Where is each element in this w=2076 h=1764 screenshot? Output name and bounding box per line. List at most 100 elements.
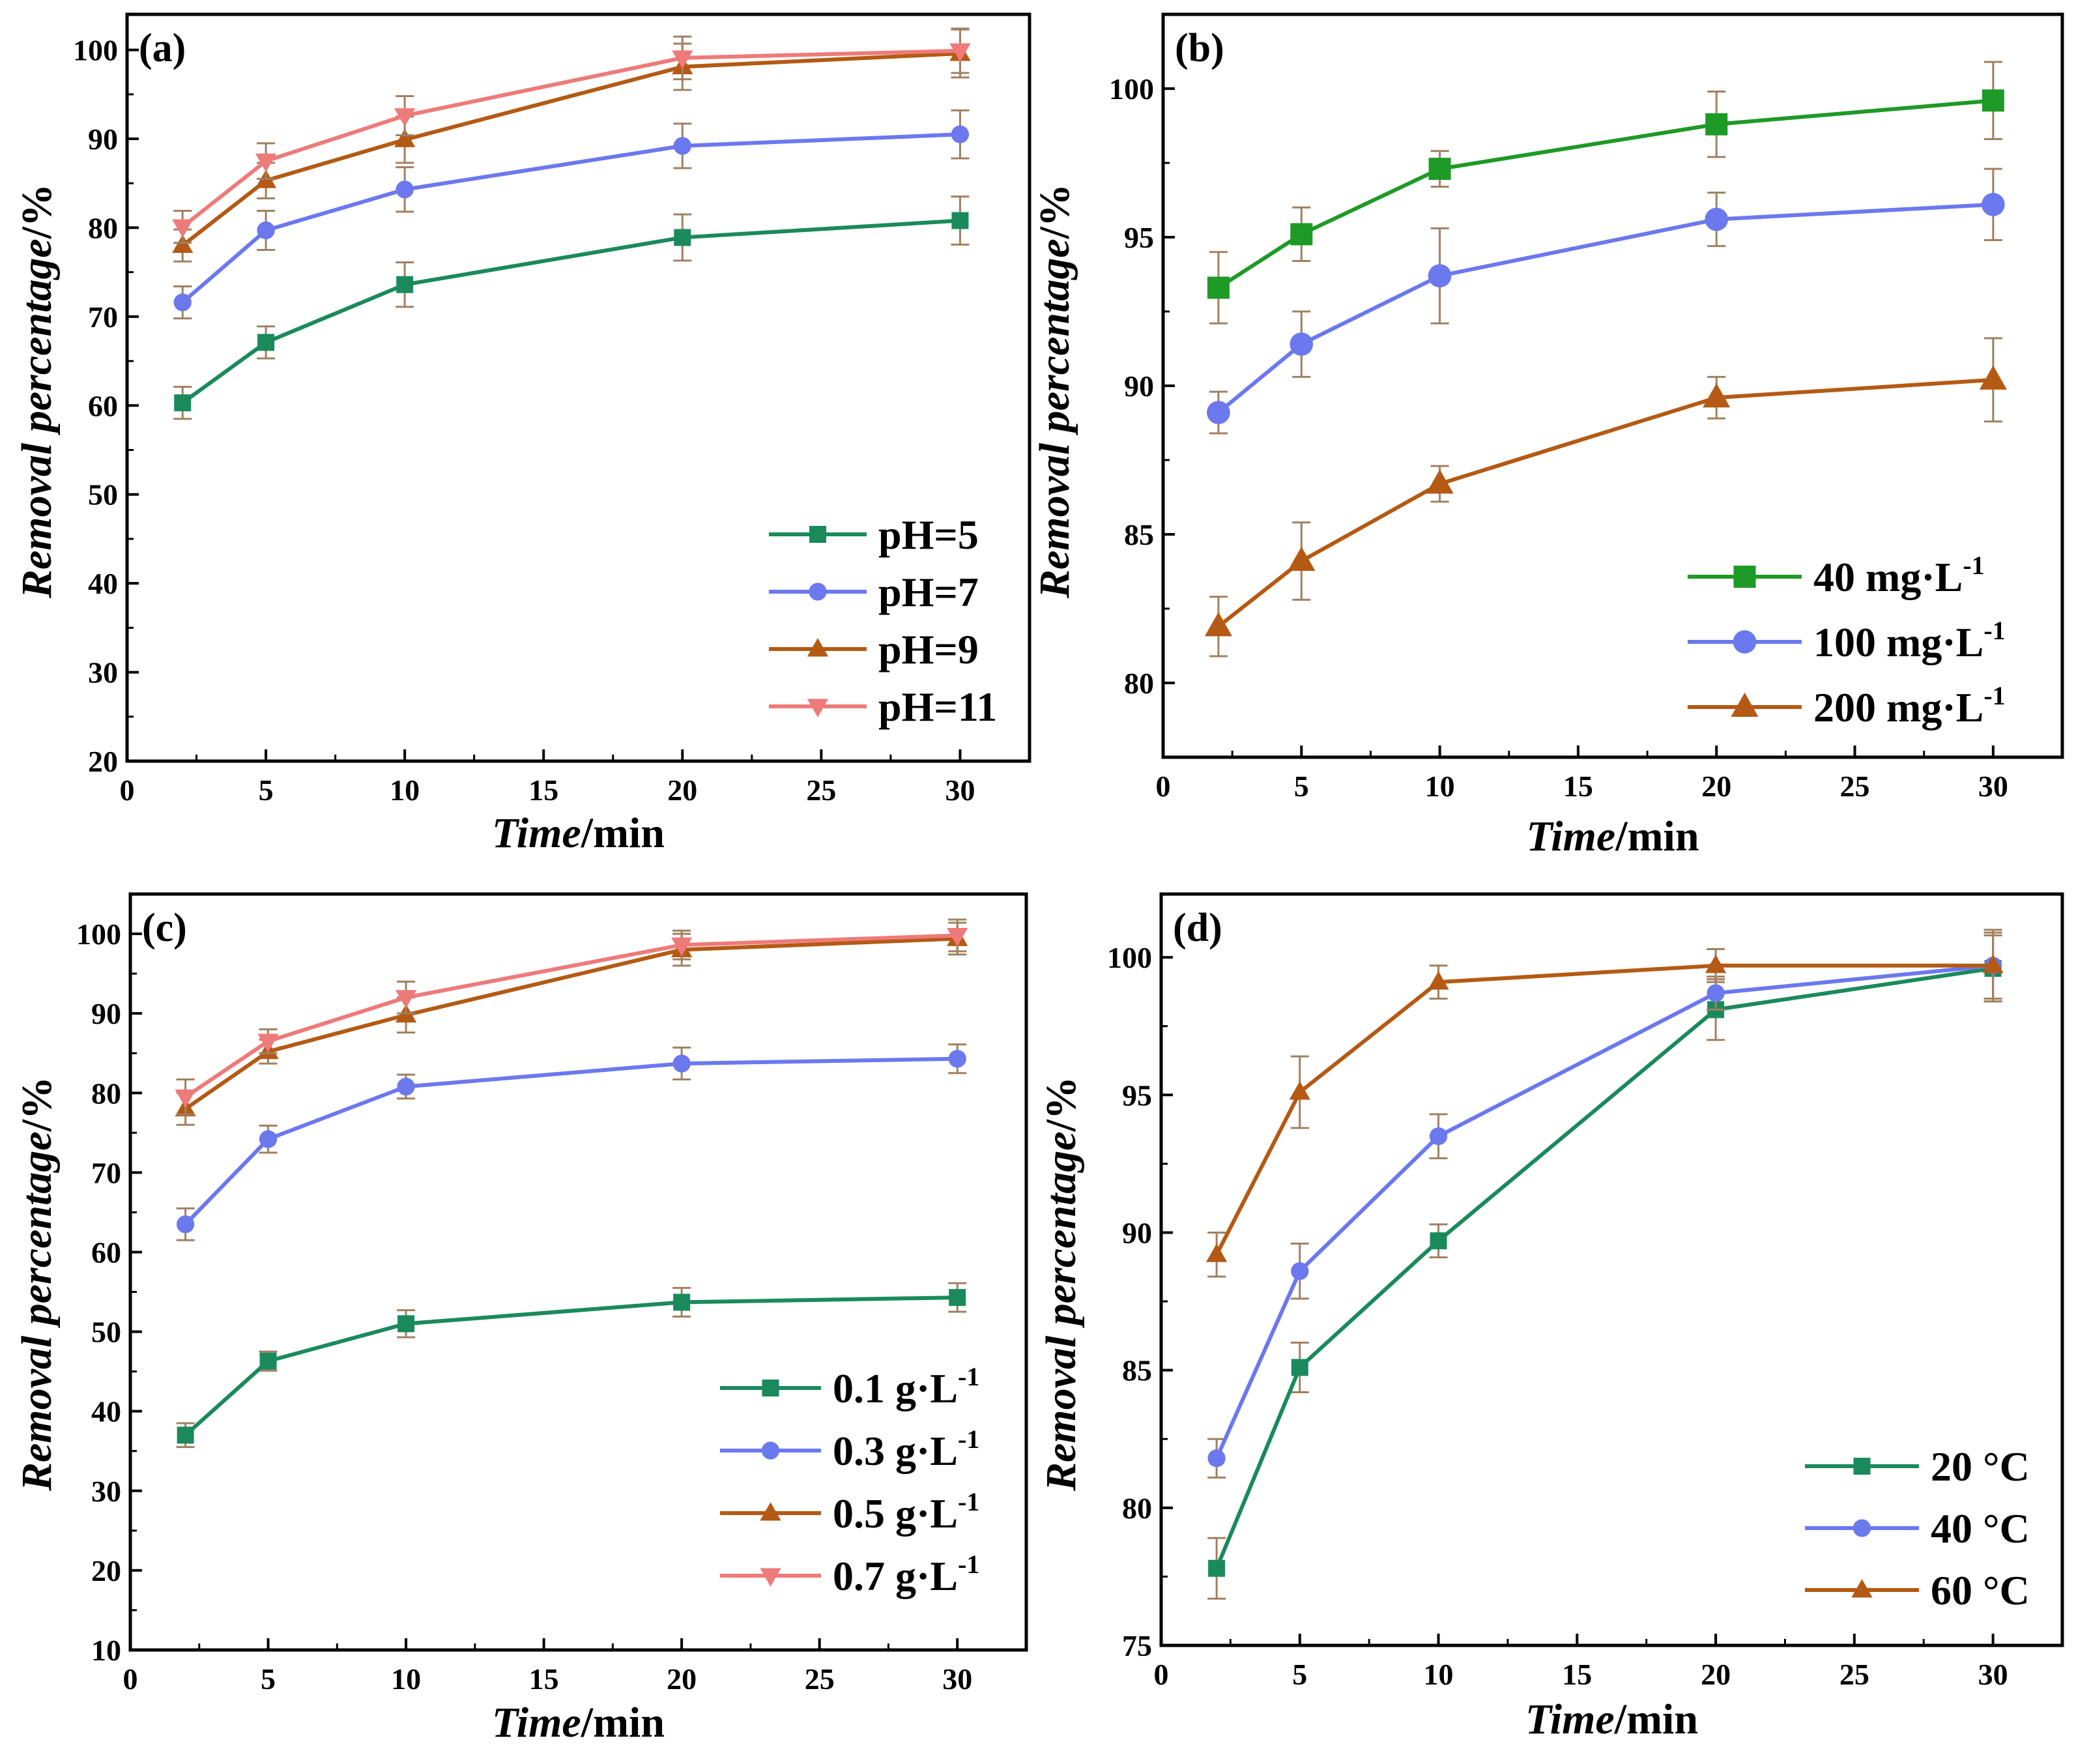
x-tick-label: 25 — [805, 1662, 835, 1696]
legend-label-main: 40 mg·L — [1813, 554, 1963, 600]
legend-label: 0.7 g·L-1 — [833, 1550, 979, 1599]
legend-label-main: pH=9 — [878, 626, 979, 672]
data-point — [255, 153, 277, 173]
y-tick-label: 40 — [88, 567, 118, 600]
data-point — [1428, 158, 1451, 181]
x-axis-label-unit: /min — [581, 809, 665, 857]
x-tick-label: 5 — [1294, 770, 1309, 803]
data-point — [1207, 401, 1230, 424]
y-tick-label: 80 — [88, 211, 118, 244]
data-point — [1291, 1262, 1309, 1280]
data-point — [672, 1054, 691, 1073]
data-point — [673, 1294, 691, 1311]
data-point — [1288, 546, 1316, 571]
x-axis-label-unit: /min — [1615, 813, 1699, 860]
data-point — [1430, 1232, 1447, 1250]
data-point — [1705, 113, 1728, 136]
legend-marker — [1853, 1458, 1871, 1475]
data-point — [1207, 276, 1230, 299]
legend-label-sup: -1 — [958, 1487, 979, 1516]
legend-marker — [760, 1568, 781, 1587]
legend-marker — [1733, 566, 1756, 588]
y-tick-label: 85 — [1124, 518, 1154, 551]
data-point — [1429, 1127, 1448, 1146]
data-point — [948, 1050, 966, 1068]
legend-label-sup: -1 — [1983, 616, 2005, 645]
x-tick-label: 15 — [529, 1662, 559, 1696]
x-tick-label: 30 — [1978, 1658, 2008, 1691]
x-axis-label-unit: /min — [581, 1699, 665, 1746]
data-point — [673, 137, 691, 155]
series-2 — [176, 1043, 967, 1241]
series-1 — [1207, 61, 2004, 325]
y-tick-label: 75 — [1122, 1629, 1152, 1662]
legend-label-main: 0.1 g·L — [833, 1365, 958, 1411]
legend: 0.1 g·L-10.3 g·L-10.5 g·L-10.7 g·L-1 — [720, 1362, 979, 1599]
legend-label: 0.3 g·L-1 — [833, 1424, 979, 1474]
series-4 — [175, 918, 968, 1116]
data-point — [1291, 1359, 1308, 1376]
y-axis-label-unit: /% — [1031, 184, 1078, 239]
data-point — [1707, 984, 1725, 1002]
y-axis-label-unit: /% — [13, 1077, 61, 1132]
y-tick-label: 95 — [1124, 221, 1154, 254]
data-point — [1208, 1559, 1226, 1577]
y-tick-label: 100 — [73, 34, 118, 67]
x-tick-label: 20 — [1701, 1658, 1731, 1691]
series-1 — [173, 195, 970, 420]
data-point — [397, 1315, 415, 1333]
legend-label-sup: -1 — [958, 1424, 979, 1454]
data-point — [1290, 332, 1314, 356]
x-axis-label: Time/min — [1525, 1696, 1698, 1743]
legend-marker — [761, 1441, 780, 1460]
y-axis-label-italic: Removal percentage — [13, 239, 61, 599]
legend-label-sup: -1 — [1983, 681, 2005, 710]
x-tick-label: 10 — [1425, 770, 1455, 803]
x-axis-label: Time/min — [1526, 813, 1699, 860]
data-point — [177, 1426, 194, 1444]
data-point — [1204, 612, 1233, 637]
y-tick-label: 60 — [88, 389, 118, 422]
legend-marker — [807, 638, 829, 657]
x-axis-label: Time/min — [492, 1699, 665, 1746]
data-point — [394, 128, 416, 147]
legend-label-main: 0.5 g·L — [833, 1490, 958, 1537]
legend-label-sup: -1 — [1963, 551, 1984, 580]
legend-label-main: 0.7 g·L — [833, 1553, 958, 1599]
y-tick-label: 100 — [76, 918, 121, 951]
y-tick-label: 20 — [88, 745, 118, 778]
chart-panel-a: 0 5 10 15 20 25 30 20 30 40 50 60 70 80 90 100 (a) Time/m… — [13, 12, 1031, 857]
x-tick-label: 30 — [945, 774, 975, 807]
data-point — [1428, 971, 1449, 990]
series-4 — [172, 27, 971, 244]
x-tick-label: 15 — [1563, 770, 1593, 803]
y-tick-label: 30 — [91, 1475, 121, 1508]
x-axis-label-italic: Time — [1525, 1696, 1615, 1743]
panel-label: (b) — [1175, 26, 1224, 70]
data-point — [1290, 223, 1313, 246]
x-tick-label: 20 — [667, 774, 697, 807]
data-point — [949, 43, 971, 62]
data-point — [1981, 192, 2005, 216]
y-tick-label: 90 — [91, 997, 121, 1030]
y-tick-label: 50 — [88, 478, 118, 512]
data-point — [395, 990, 417, 1009]
plot-frame — [125, 12, 1031, 763]
data-point — [176, 1215, 195, 1234]
y-tick-label: 20 — [91, 1554, 121, 1587]
legend-label: pH=7 — [878, 569, 979, 615]
legend-label: 0.5 g·L-1 — [833, 1487, 979, 1537]
chart-panel-d: 0 5 10 15 20 25 30 75 80 85 90 95 100 (d) Time/min Remo… — [1037, 892, 2064, 1743]
data-point — [396, 181, 414, 199]
series-3 — [1204, 337, 2007, 658]
x-tick-label: 15 — [1562, 1658, 1592, 1691]
legend-label: 40 °C — [1931, 1505, 2030, 1552]
legend-label-main: pH=5 — [878, 512, 979, 558]
panel-label: (d) — [1173, 906, 1222, 950]
x-tick-label: 0 — [1154, 1658, 1169, 1691]
data-point — [1207, 1449, 1226, 1468]
y-tick-label: 40 — [91, 1395, 121, 1428]
series-3 — [1205, 931, 2004, 1278]
